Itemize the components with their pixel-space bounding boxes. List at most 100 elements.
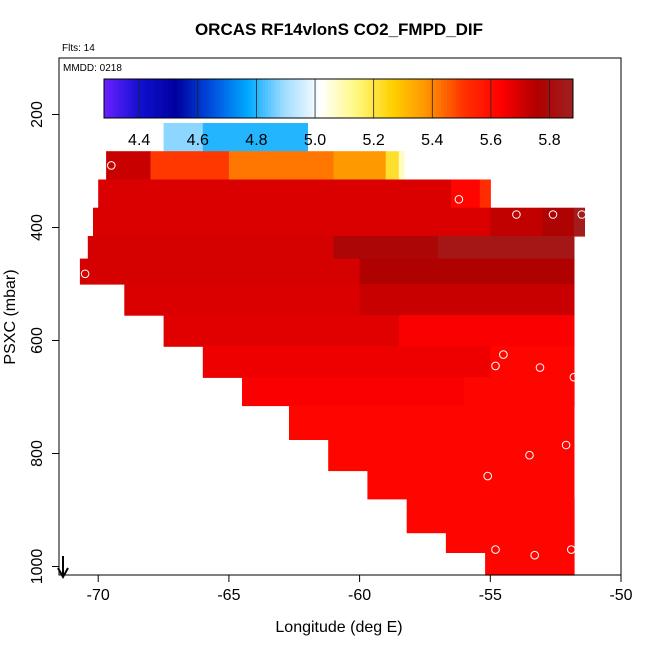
colorbar-swatch — [496, 79, 501, 118]
colorbar-swatch — [473, 79, 477, 118]
heatmap-cell — [163, 123, 204, 152]
heatmap-cell — [485, 552, 575, 576]
colorbar-swatch — [341, 79, 345, 118]
colorbar-swatch — [558, 79, 562, 118]
colorbar-swatch — [367, 79, 372, 118]
x-tick-label: -55 — [479, 587, 502, 604]
colorbar-swatch — [218, 79, 222, 118]
colorbar-swatch — [153, 79, 158, 118]
colorbar-swatch — [446, 79, 451, 118]
colorbar-swatch — [150, 79, 155, 118]
colorbar-swatch — [508, 79, 512, 118]
observation-point — [454, 195, 464, 204]
date-label: MMDD: 0218 — [63, 63, 122, 74]
colorbar-tick-label: 4.4 — [128, 132, 150, 149]
colorbar-swatch — [203, 79, 208, 118]
colorbar-swatch — [124, 79, 128, 118]
y-tick-label: 600 — [29, 327, 46, 354]
y-axis-label: PSXC (mbar) — [2, 269, 19, 364]
y-axis: 200 400 600 800 1000 — [29, 101, 59, 584]
y-tick-label: 800 — [29, 440, 46, 467]
observation-point — [512, 210, 521, 219]
colorbar-swatch — [121, 79, 126, 118]
colorbar-swatch — [555, 79, 559, 118]
colorbar-swatch — [432, 79, 436, 118]
colorbar-swatch — [335, 79, 339, 118]
colorbar-swatch — [570, 79, 574, 118]
colorbar-swatch — [359, 79, 363, 118]
colorbar-swatch — [271, 79, 275, 118]
heatmap-cell — [359, 284, 575, 316]
colorbar-swatch — [206, 79, 211, 118]
colorbar-swatch — [147, 79, 152, 118]
colorbar-swatch — [209, 79, 213, 118]
heatmap-cell — [490, 207, 544, 237]
x-tick-label: -60 — [348, 587, 371, 604]
x-tick-label: -70 — [87, 587, 110, 604]
colorbar-swatch — [227, 79, 231, 118]
colorbar-ticks: 4.4 4.6 4.8 5.0 5.2 5.4 5.6 5.8 — [103, 78, 574, 149]
x-axis-label: Longitude (deg E) — [275, 619, 402, 636]
colorbar-swatch — [561, 79, 565, 118]
colorbar-swatch — [552, 79, 556, 118]
colorbar-swatch — [414, 79, 419, 118]
colorbar-swatch — [303, 79, 307, 118]
y-tick-label: 400 — [29, 214, 46, 241]
colorbar-swatch — [420, 79, 425, 118]
flights-label: Flts: 14 — [62, 43, 95, 54]
observation-point — [567, 545, 576, 554]
colorbar-swatch — [315, 79, 319, 118]
colorbar-swatch — [373, 79, 378, 118]
colorbar-swatch — [297, 79, 301, 118]
colorbar-tick-label: 5.8 — [538, 132, 560, 149]
x-tick-label: -50 — [609, 587, 632, 604]
colorbar-swatch — [455, 79, 460, 118]
heatmap-cell — [202, 346, 491, 378]
colorbar-swatch — [397, 79, 401, 118]
colorbar-swatch — [567, 79, 571, 118]
colorbar-swatch — [549, 79, 553, 118]
colorbar-swatch — [499, 79, 504, 118]
colorbar-swatch — [531, 79, 536, 118]
colorbar-swatch — [168, 79, 172, 118]
colorbar-swatch — [279, 79, 284, 118]
colorbar-swatch — [379, 79, 383, 118]
heatmap-cell — [445, 532, 575, 553]
colorbar-swatch — [347, 79, 351, 118]
colorbar-swatch — [423, 79, 427, 118]
colorbar-swatch — [130, 79, 134, 118]
colorbar-swatch — [285, 79, 290, 118]
colorbar-tick-label: 4.6 — [187, 132, 209, 149]
heatmap-cell — [93, 207, 491, 237]
heatmap-cell — [438, 236, 575, 260]
colorbar-swatch — [191, 79, 196, 118]
colorbar-swatch — [230, 79, 234, 118]
colorbar-swatch — [332, 79, 337, 118]
colorbar-swatch — [493, 79, 498, 118]
colorbar-tick-label: 5.6 — [480, 132, 502, 149]
heatmap-cell — [333, 236, 439, 260]
colorbar-swatch — [517, 79, 521, 118]
colorbar-swatch — [564, 79, 568, 118]
colorbar-swatch — [458, 79, 463, 118]
colorbar-swatch — [540, 79, 545, 118]
colorbar-swatch — [106, 79, 111, 118]
colorbar-swatch — [112, 79, 117, 118]
colorbar-swatch — [364, 79, 369, 118]
colorbar-swatch — [514, 79, 518, 118]
colorbar-swatch — [171, 79, 175, 118]
colorbar-swatch — [520, 79, 524, 118]
colorbar-swatch — [241, 79, 246, 118]
colorbar-swatch — [139, 79, 143, 118]
colorbar-swatch — [247, 79, 252, 118]
colorbar — [104, 79, 574, 118]
colorbar-swatch — [487, 79, 492, 118]
colorbar-swatch — [259, 79, 263, 118]
colorbar-tick-label: 4.8 — [245, 132, 267, 149]
colorbar-swatch — [502, 79, 507, 118]
colorbar-swatch — [370, 79, 375, 118]
colorbar-swatch — [212, 79, 216, 118]
colorbar-tick-label: 5.0 — [304, 132, 326, 149]
chart-title: ORCAS RF14vlonS CO2_FMPD_DIF — [195, 20, 483, 39]
colorbar-swatch — [438, 79, 442, 118]
